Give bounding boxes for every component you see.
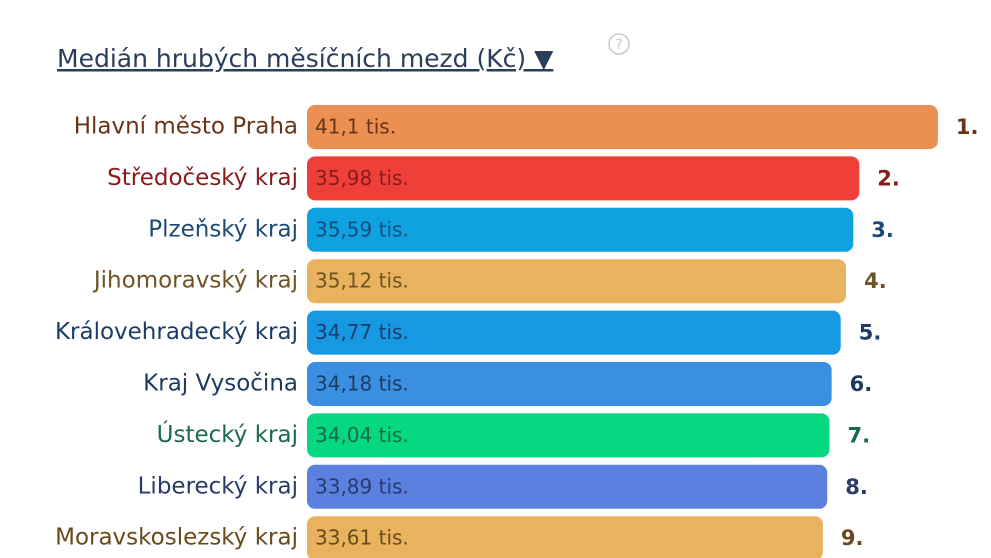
bar [307,362,832,406]
category-label: Kraj Vysočina [143,371,298,397]
rank-label: 2. [877,166,900,190]
bar [307,259,847,304]
value-label: 35,98 tis. [315,166,409,190]
bar [307,464,828,509]
rank-label: 9. [841,526,864,550]
rank-label: 7. [848,423,871,447]
value-label: 35,12 tis. [315,269,409,293]
bar [307,516,823,558]
help-icon-text[interactable]: ? [615,37,622,53]
chart-title: Medián hrubých měsíčních mezd (Kč) ▼ [57,44,554,73]
rank-label: 8. [845,475,868,499]
help-icon[interactable] [608,33,630,55]
category-label: Jihomoravský kraj [92,268,298,294]
value-label: 34,18 tis. [315,372,409,396]
category-label: Plzeňský kraj [148,216,298,242]
bar [307,310,841,355]
value-label: 41,1 tis. [315,115,396,139]
category-label: Královehradecký kraj [55,319,298,345]
value-label: 34,04 tis. [315,423,409,447]
rank-label: 1. [956,115,979,139]
value-label: 35,59 tis. [315,217,409,241]
rank-label: 5. [859,321,882,345]
bar [307,156,860,201]
category-label: Hlavní město Praha [74,114,298,140]
rank-label: 3. [871,218,894,242]
rank-label: 4. [864,269,887,293]
rank-label: 6. [850,372,873,396]
category-label: Liberecký kraj [138,473,298,499]
bar [307,105,938,149]
category-label: Středočeský kraj [107,165,298,191]
bar [307,207,854,252]
value-label: 33,89 tis. [315,474,409,498]
value-label: 34,77 tis. [315,320,409,344]
value-label: 33,61 tis. [315,526,409,550]
bar [307,413,830,458]
category-label: Moravskoslezský kraj [55,525,298,551]
category-label: Ústecký kraj [157,420,298,448]
